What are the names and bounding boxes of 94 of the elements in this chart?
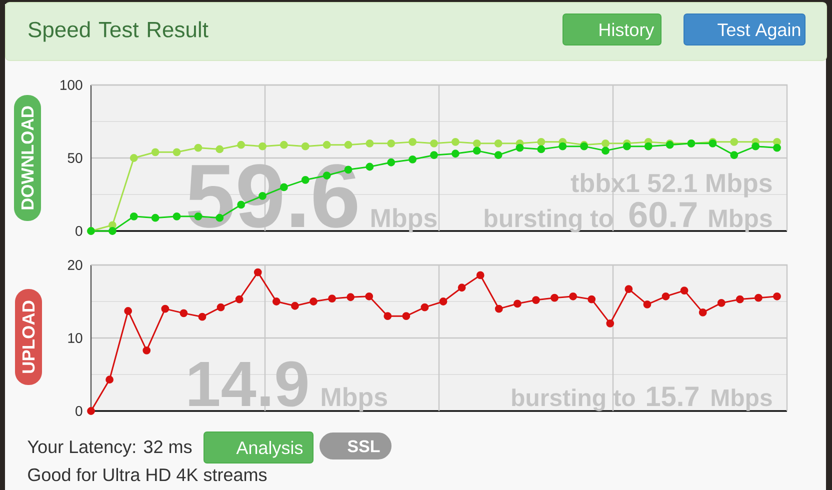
point	[87, 407, 95, 415]
point	[494, 151, 502, 160]
point	[254, 268, 262, 276]
point	[662, 292, 670, 300]
point	[280, 140, 288, 149]
point	[558, 142, 567, 150]
point	[387, 158, 396, 166]
point	[124, 307, 132, 315]
point	[602, 139, 610, 148]
point	[310, 298, 318, 306]
text: History	[600, 22, 654, 40]
point	[730, 138, 738, 146]
point	[494, 139, 502, 148]
point	[408, 156, 417, 164]
point	[258, 142, 266, 150]
point	[430, 151, 438, 160]
y-tick-label: 20	[68, 260, 82, 270]
point	[402, 312, 410, 320]
point	[698, 308, 707, 316]
point	[235, 295, 244, 304]
point	[472, 139, 481, 148]
point	[272, 298, 280, 306]
point	[606, 319, 614, 328]
point	[458, 284, 466, 292]
y-tick-label: 0	[76, 406, 82, 416]
point	[366, 139, 374, 148]
point	[513, 300, 522, 308]
point	[532, 296, 540, 304]
point	[644, 142, 652, 150]
point	[773, 144, 781, 152]
point	[328, 294, 336, 303]
point	[516, 144, 524, 152]
point	[194, 144, 202, 152]
point	[346, 293, 355, 302]
point	[322, 140, 331, 149]
point	[237, 140, 246, 149]
point	[588, 295, 596, 304]
point	[216, 303, 225, 312]
point	[430, 139, 438, 148]
point	[172, 148, 181, 156]
point	[602, 146, 610, 155]
point	[624, 285, 633, 294]
point	[754, 294, 762, 302]
y-tick-label: 0	[76, 226, 82, 236]
text: Your Latency: 32 ms	[28, 440, 192, 457]
y-tick-label: 10	[68, 333, 82, 343]
point	[216, 145, 224, 154]
point	[736, 295, 744, 304]
point	[537, 145, 546, 154]
point	[301, 142, 310, 150]
point	[344, 140, 352, 149]
text: Test Again	[718, 22, 800, 40]
point	[366, 162, 374, 171]
point	[773, 292, 781, 300]
point	[643, 300, 652, 308]
point	[198, 312, 206, 321]
point	[537, 138, 546, 146]
point	[550, 294, 558, 302]
y-axis-title: UPLOAD	[22, 300, 35, 373]
point	[172, 212, 181, 220]
point	[161, 304, 170, 313]
point	[387, 139, 396, 148]
point	[365, 292, 374, 300]
point	[408, 138, 417, 146]
point	[472, 146, 481, 155]
point	[439, 298, 448, 306]
point	[180, 309, 188, 318]
y-tick-label: 100	[60, 80, 82, 90]
point	[451, 150, 460, 158]
text: Good for Ultra HD 4K streams	[28, 468, 267, 482]
point	[290, 302, 299, 310]
point	[476, 271, 484, 280]
point	[451, 138, 460, 146]
point	[108, 227, 116, 235]
point	[151, 148, 160, 156]
point	[569, 292, 578, 300]
point	[717, 299, 726, 307]
point	[730, 151, 738, 160]
point	[420, 303, 429, 312]
point	[130, 212, 138, 220]
point	[130, 154, 138, 162]
point	[680, 286, 688, 294]
point	[752, 142, 760, 150]
text: Analysis	[236, 440, 303, 458]
text: SSL	[348, 440, 380, 452]
point	[142, 346, 151, 354]
point	[384, 312, 392, 320]
y-tick-label: 50	[68, 153, 82, 163]
y-axis-title: DOWNLOAD	[21, 106, 34, 210]
point	[494, 304, 503, 313]
point	[622, 142, 631, 150]
point	[106, 376, 114, 384]
point	[151, 214, 160, 222]
chart-title: Speed Test Result	[28, 21, 208, 42]
